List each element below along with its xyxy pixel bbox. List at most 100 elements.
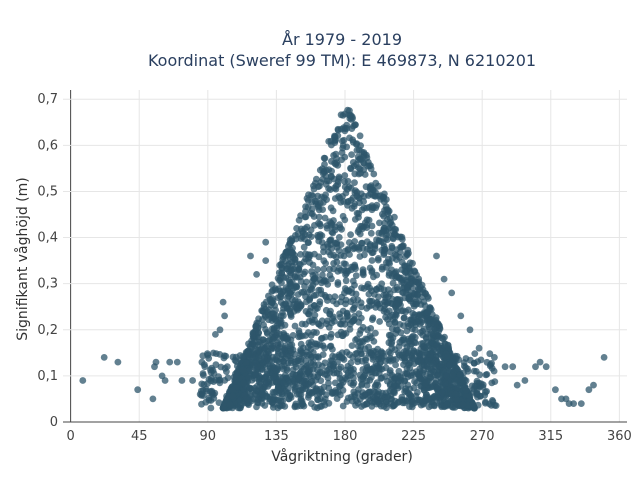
data-point xyxy=(302,332,309,339)
data-point xyxy=(405,306,412,314)
data-point xyxy=(360,149,368,156)
data-point xyxy=(313,329,320,336)
data-point xyxy=(380,227,387,234)
data-point xyxy=(348,242,356,250)
data-point xyxy=(327,172,335,180)
data-point xyxy=(331,223,339,231)
data-point xyxy=(259,390,267,398)
data-point xyxy=(358,239,365,247)
data-point xyxy=(338,149,346,157)
data-point xyxy=(414,388,421,396)
data-point xyxy=(388,344,396,352)
data-point xyxy=(349,353,357,361)
data-point xyxy=(280,334,288,342)
data-point xyxy=(251,384,258,392)
data-point xyxy=(272,356,280,363)
data-point xyxy=(329,389,337,397)
data-point xyxy=(462,386,470,394)
data-point xyxy=(338,156,345,164)
data-point xyxy=(320,265,328,273)
data-point xyxy=(375,293,382,301)
data-point xyxy=(466,392,474,400)
data-point xyxy=(306,297,313,304)
data-point xyxy=(359,268,367,276)
data-point xyxy=(340,252,348,260)
data-point xyxy=(438,401,446,409)
data-point xyxy=(427,330,435,338)
data-point xyxy=(374,256,382,264)
data-point xyxy=(372,329,379,337)
data-point xyxy=(287,266,295,274)
data-point xyxy=(315,286,323,294)
data-point xyxy=(407,352,415,359)
data-point xyxy=(299,400,306,408)
data-point xyxy=(400,314,408,321)
data-point xyxy=(100,354,108,361)
data-point xyxy=(331,195,339,202)
data-point xyxy=(316,233,324,241)
data-point xyxy=(350,304,358,312)
data-point xyxy=(339,386,347,394)
data-point xyxy=(397,329,405,337)
data-point xyxy=(275,330,283,338)
data-point xyxy=(344,372,352,380)
data-point xyxy=(370,388,378,395)
data-point xyxy=(281,321,289,329)
data-point xyxy=(346,251,353,258)
data-point xyxy=(407,297,414,305)
data-point xyxy=(229,392,237,400)
data-point xyxy=(210,349,217,357)
data-point xyxy=(391,375,399,383)
data-point xyxy=(365,343,372,351)
data-point xyxy=(404,373,412,381)
data-point xyxy=(387,392,395,399)
data-point xyxy=(280,379,287,387)
data-point xyxy=(297,350,305,357)
data-point xyxy=(314,392,321,400)
data-point xyxy=(221,399,229,407)
data-point xyxy=(215,377,223,384)
data-point xyxy=(491,354,498,361)
data-point xyxy=(271,364,279,372)
data-point xyxy=(444,353,451,360)
data-point xyxy=(370,338,378,345)
y-tick-label: 0,2 xyxy=(37,323,58,338)
data-point xyxy=(291,403,299,411)
x-tick-label: 360 xyxy=(607,429,632,444)
data-point xyxy=(395,367,403,375)
data-point xyxy=(341,172,349,179)
data-point xyxy=(373,236,380,244)
data-point xyxy=(334,126,342,134)
data-point xyxy=(229,386,237,394)
data-point xyxy=(212,361,220,369)
data-point xyxy=(280,365,287,373)
data-point xyxy=(205,394,213,402)
data-point xyxy=(408,333,416,341)
data-point xyxy=(310,213,318,220)
data-point xyxy=(325,379,332,387)
data-point xyxy=(297,355,305,363)
data-point xyxy=(323,320,330,328)
data-point xyxy=(262,257,270,264)
data-point xyxy=(300,258,308,266)
data-point xyxy=(311,222,318,229)
y-tick-label: 0,6 xyxy=(37,138,58,153)
data-point xyxy=(351,281,358,289)
data-point xyxy=(407,391,414,399)
data-point xyxy=(394,286,402,294)
data-point xyxy=(403,343,411,351)
data-point xyxy=(336,224,344,232)
data-point xyxy=(345,316,352,324)
data-point xyxy=(383,299,391,307)
data-point xyxy=(315,253,323,261)
data-point xyxy=(358,350,365,358)
data-point xyxy=(327,307,334,315)
data-point xyxy=(337,363,345,371)
data-point xyxy=(415,285,422,292)
data-point xyxy=(300,288,308,296)
data-point xyxy=(295,216,303,224)
data-point xyxy=(424,293,431,300)
data-point xyxy=(293,283,301,291)
